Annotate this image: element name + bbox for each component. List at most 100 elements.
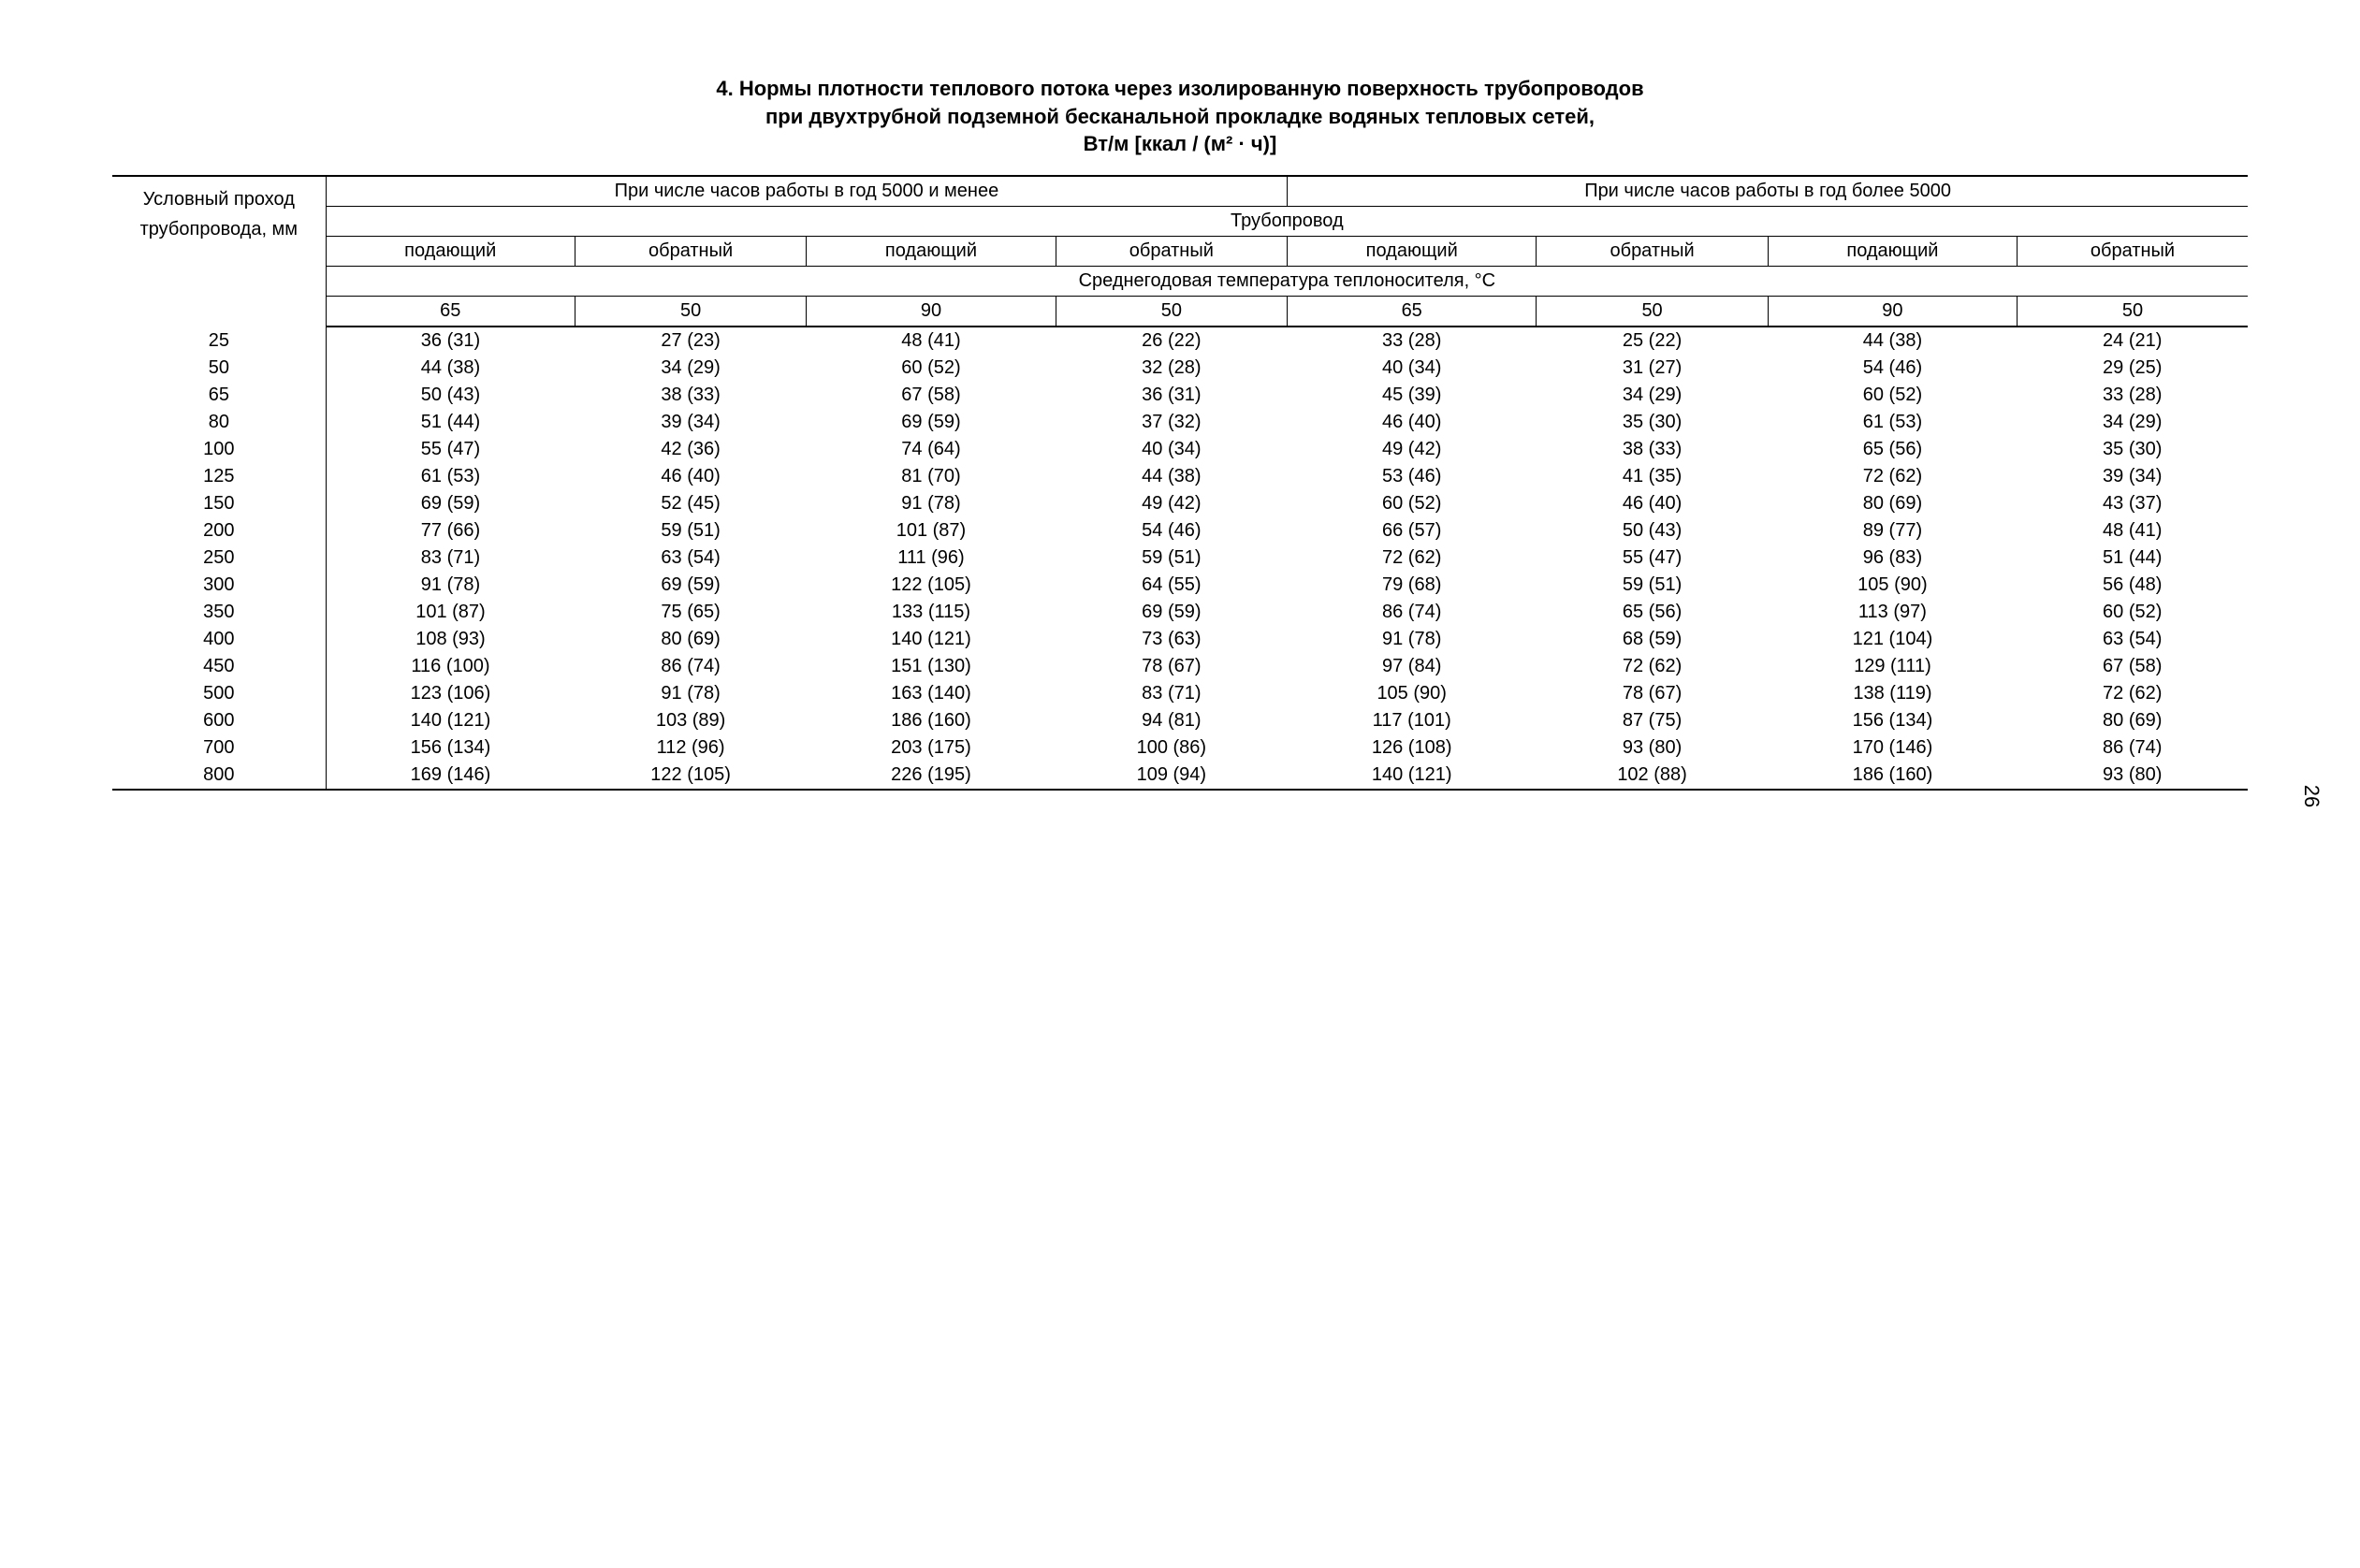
table-row: 10055 (47)42 (36)74 (64)40 (34)49 (42)38…: [112, 436, 2248, 463]
data-cell: 91 (78): [807, 490, 1056, 517]
data-cell: 69 (59): [807, 409, 1056, 436]
rowhead-value: 80: [112, 409, 326, 436]
data-cell: 65 (56): [1768, 436, 2017, 463]
data-cell: 117 (101): [1288, 707, 1537, 734]
data-cell: 86 (74): [1288, 599, 1537, 626]
data-cell: 83 (71): [326, 544, 575, 572]
heat-flux-table: Условный проход трубопро­вода, мм При чи…: [112, 175, 2248, 791]
data-cell: 53 (46): [1288, 463, 1537, 490]
data-cell: 34 (29): [1537, 382, 1769, 409]
data-cell: 59 (51): [575, 517, 807, 544]
data-cell: 39 (34): [575, 409, 807, 436]
temp-7: 50: [2017, 297, 2248, 327]
data-cell: 87 (75): [1537, 707, 1769, 734]
data-cell: 59 (51): [1056, 544, 1288, 572]
table-row: 25083 (71)63 (54)111 (96)59 (51)72 (62)5…: [112, 544, 2248, 572]
data-cell: 91 (78): [1288, 626, 1537, 653]
table-body: 2536 (31)27 (23)48 (41)26 (22)33 (28)25 …: [112, 327, 2248, 790]
data-cell: 33 (28): [2017, 382, 2248, 409]
data-cell: 27 (23): [575, 327, 807, 355]
data-cell: 122 (105): [807, 572, 1056, 599]
table-row: 15069 (59)52 (45)91 (78)49 (42)60 (52)46…: [112, 490, 2248, 517]
data-cell: 29 (25): [2017, 355, 2248, 382]
table-title: 4. Нормы плотности теплового потока чере…: [112, 75, 2248, 158]
rowhead-value: 150: [112, 490, 326, 517]
rowhead-value: 400: [112, 626, 326, 653]
data-cell: 59 (51): [1537, 572, 1769, 599]
title-line-2: при двухтрубной подземной бесканальной п…: [765, 105, 1595, 128]
table-row: 400108 (93)80 (69)140 (121)73 (63)91 (78…: [112, 626, 2248, 653]
rowhead-value: 700: [112, 734, 326, 762]
data-cell: 77 (66): [326, 517, 575, 544]
data-cell: 112 (96): [575, 734, 807, 762]
rowhead-value: 65: [112, 382, 326, 409]
col-supply-2: подающий: [807, 237, 1056, 267]
data-cell: 72 (62): [1288, 544, 1537, 572]
data-cell: 121 (104): [1768, 626, 2017, 653]
data-cell: 34 (29): [2017, 409, 2248, 436]
data-cell: 24 (21): [2017, 327, 2248, 355]
data-cell: 51 (44): [326, 409, 575, 436]
data-cell: 37 (32): [1056, 409, 1288, 436]
data-cell: 51 (44): [2017, 544, 2248, 572]
data-cell: 49 (42): [1288, 436, 1537, 463]
data-cell: 72 (62): [1768, 463, 2017, 490]
table-row: 12561 (53)46 (40)81 (70)44 (38)53 (46)41…: [112, 463, 2248, 490]
data-cell: 46 (40): [575, 463, 807, 490]
pipe-row-label: Трубопровод: [326, 207, 2248, 237]
data-cell: 38 (33): [1537, 436, 1769, 463]
table-row: 6550 (43)38 (33)67 (58)36 (31)45 (39)34 …: [112, 382, 2248, 409]
data-cell: 32 (28): [1056, 355, 1288, 382]
data-cell: 66 (57): [1288, 517, 1537, 544]
data-cell: 48 (41): [807, 327, 1056, 355]
data-cell: 93 (80): [2017, 762, 2248, 790]
table-row: 600140 (121)103 (89)186 (160)94 (81)117 …: [112, 707, 2248, 734]
rowhead-value: 350: [112, 599, 326, 626]
data-cell: 203 (175): [807, 734, 1056, 762]
data-cell: 89 (77): [1768, 517, 2017, 544]
data-cell: 63 (54): [2017, 626, 2248, 653]
table-row: 2536 (31)27 (23)48 (41)26 (22)33 (28)25 …: [112, 327, 2248, 355]
rowhead-value: 800: [112, 762, 326, 790]
data-cell: 40 (34): [1056, 436, 1288, 463]
rowhead-value: 250: [112, 544, 326, 572]
data-cell: 35 (30): [1537, 409, 1769, 436]
data-cell: 80 (69): [575, 626, 807, 653]
data-cell: 78 (67): [1537, 680, 1769, 707]
data-cell: 36 (31): [326, 327, 575, 355]
data-cell: 33 (28): [1288, 327, 1537, 355]
data-cell: 43 (37): [2017, 490, 2248, 517]
temp-3: 50: [1056, 297, 1288, 327]
data-cell: 72 (62): [2017, 680, 2248, 707]
rowhead-value: 450: [112, 653, 326, 680]
data-cell: 113 (97): [1768, 599, 2017, 626]
table-row: 450116 (100)86 (74)151 (130)78 (67)97 (8…: [112, 653, 2248, 680]
data-cell: 39 (34): [2017, 463, 2248, 490]
data-cell: 111 (96): [807, 544, 1056, 572]
data-cell: 102 (88): [1537, 762, 1769, 790]
data-cell: 226 (195): [807, 762, 1056, 790]
col-return-2: обратный: [1056, 237, 1288, 267]
header-group-1: При числе часов работы в год 5000 и мене…: [326, 176, 1287, 207]
data-cell: 96 (83): [1768, 544, 2017, 572]
temp-1: 50: [575, 297, 807, 327]
data-cell: 156 (134): [1768, 707, 2017, 734]
data-cell: 126 (108): [1288, 734, 1537, 762]
data-cell: 123 (106): [326, 680, 575, 707]
data-cell: 48 (41): [2017, 517, 2248, 544]
data-cell: 140 (121): [326, 707, 575, 734]
temp-5: 50: [1537, 297, 1769, 327]
data-cell: 109 (94): [1056, 762, 1288, 790]
rowhead-value: 125: [112, 463, 326, 490]
title-line-3: Вт/м [ккал / (м² · ч)]: [1084, 132, 1277, 155]
temp-4: 65: [1288, 297, 1537, 327]
col-supply-1: подающий: [326, 237, 575, 267]
rowhead-value: 100: [112, 436, 326, 463]
data-cell: 75 (65): [575, 599, 807, 626]
data-cell: 108 (93): [326, 626, 575, 653]
col-supply-3: подающий: [1288, 237, 1537, 267]
data-cell: 156 (134): [326, 734, 575, 762]
data-cell: 49 (42): [1056, 490, 1288, 517]
table-row: 30091 (78)69 (59)122 (105)64 (55)79 (68)…: [112, 572, 2248, 599]
data-cell: 46 (40): [1537, 490, 1769, 517]
